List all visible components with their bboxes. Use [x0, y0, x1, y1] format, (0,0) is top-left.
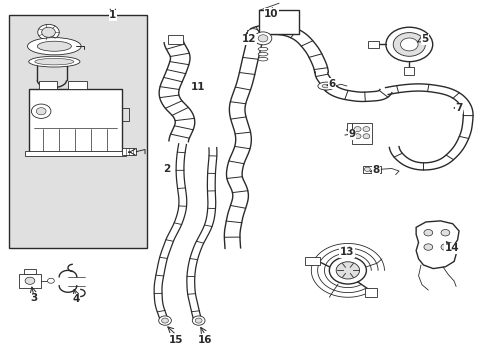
Polygon shape	[154, 144, 186, 320]
Bar	[362, 166, 380, 173]
Circle shape	[192, 316, 204, 325]
Text: 2: 2	[163, 164, 170, 174]
Circle shape	[247, 29, 259, 37]
Circle shape	[335, 262, 359, 279]
Bar	[404, 67, 413, 75]
Ellipse shape	[258, 57, 267, 61]
Circle shape	[38, 24, 59, 40]
Bar	[245, 32, 259, 38]
Bar	[305, 257, 319, 265]
Bar	[259, 10, 299, 34]
Text: 10: 10	[264, 9, 278, 19]
Bar	[39, 81, 57, 89]
Circle shape	[385, 27, 432, 62]
Polygon shape	[314, 72, 391, 102]
Ellipse shape	[35, 58, 74, 65]
Text: 7: 7	[454, 103, 462, 113]
Ellipse shape	[322, 84, 330, 88]
Circle shape	[47, 278, 54, 283]
Circle shape	[258, 35, 267, 42]
Bar	[364, 288, 376, 297]
Text: 15: 15	[169, 334, 183, 345]
Circle shape	[158, 316, 171, 325]
Polygon shape	[385, 84, 472, 170]
Circle shape	[195, 318, 202, 323]
Polygon shape	[250, 24, 327, 73]
Circle shape	[161, 318, 168, 323]
Text: 11: 11	[190, 82, 205, 92]
Text: 16: 16	[198, 334, 212, 345]
Circle shape	[372, 167, 378, 171]
Ellipse shape	[258, 47, 267, 51]
Circle shape	[440, 229, 449, 236]
Ellipse shape	[29, 56, 80, 67]
Polygon shape	[186, 148, 217, 320]
Circle shape	[254, 32, 271, 45]
Circle shape	[440, 244, 449, 250]
Bar	[367, 41, 378, 48]
Bar	[29, 89, 122, 152]
Ellipse shape	[27, 38, 81, 55]
Text: 12: 12	[242, 34, 256, 44]
Bar	[346, 123, 351, 130]
Text: 4: 4	[72, 294, 80, 304]
Ellipse shape	[37, 41, 71, 51]
Polygon shape	[159, 41, 194, 142]
Circle shape	[400, 38, 417, 51]
Circle shape	[362, 127, 369, 132]
Bar	[246, 30, 259, 36]
Circle shape	[25, 277, 35, 284]
Text: 6: 6	[328, 79, 335, 89]
Polygon shape	[415, 221, 458, 269]
Circle shape	[41, 27, 55, 37]
Text: 5: 5	[421, 34, 427, 44]
Ellipse shape	[317, 82, 334, 90]
Bar	[167, 36, 182, 44]
Circle shape	[36, 108, 46, 115]
Circle shape	[423, 244, 432, 250]
Circle shape	[353, 134, 360, 139]
Bar	[9, 15, 147, 248]
Bar	[25, 151, 125, 156]
Bar	[351, 123, 371, 144]
Circle shape	[364, 167, 369, 171]
Circle shape	[353, 127, 360, 132]
Circle shape	[423, 229, 432, 236]
Ellipse shape	[258, 52, 267, 56]
Polygon shape	[224, 32, 262, 248]
Bar	[24, 269, 36, 274]
Text: 1: 1	[109, 10, 116, 20]
Bar	[19, 274, 41, 288]
Text: 9: 9	[347, 129, 355, 139]
Circle shape	[392, 33, 425, 56]
Text: 8: 8	[372, 165, 379, 175]
Circle shape	[362, 134, 369, 139]
Circle shape	[329, 257, 366, 284]
Text: 13: 13	[339, 247, 353, 257]
Text: 14: 14	[444, 243, 458, 253]
Text: 3: 3	[30, 293, 38, 303]
Bar	[122, 148, 136, 155]
Bar	[68, 81, 86, 89]
Circle shape	[31, 104, 51, 118]
